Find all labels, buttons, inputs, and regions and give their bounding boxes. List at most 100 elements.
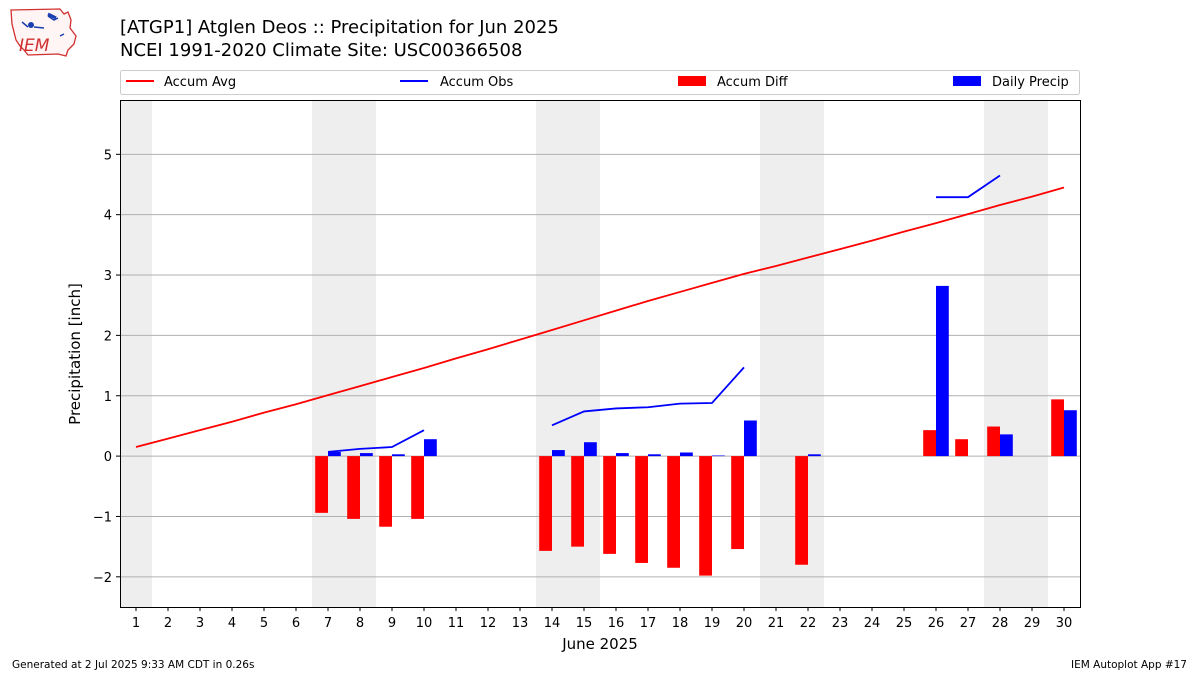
y-tick-label: 3 [104,269,112,284]
y-axis-label: Precipitation [inch] [66,283,84,425]
accum-diff-bar [603,456,616,554]
y-gridlines [120,153,1080,578]
daily-precip-bar [744,420,757,457]
weekend-band [312,100,344,607]
x-tick-label: 7 [324,616,332,631]
x-axis-label: June 2025 [561,635,638,653]
bars [315,285,1077,576]
app-label: IEM Autoplot App #17 [1071,659,1187,671]
iem-logo: IEM [8,6,80,62]
legend-accum-avg-label: Accum Avg [164,75,236,90]
x-tick-label: 26 [928,616,945,631]
y-tick-label: −1 [93,510,112,525]
y-tick-label: 5 [104,148,112,163]
x-tick-label: 21 [768,616,785,631]
accum-diff-bar [667,456,680,568]
svg-text:IEM: IEM [19,36,50,56]
daily-precip-bar [552,450,565,457]
chart-title: [ATGP1] Atglen Deos :: Precipitation for… [120,17,559,38]
daily-precip-bar [392,454,405,457]
accum-diff-bar [539,456,552,551]
legend-box [120,70,1080,95]
daily-precip-bar [616,453,629,457]
legend-daily-precip-swatch [953,76,981,86]
daily-precip-bar [808,454,821,457]
legend-daily-precip-label: Daily Precip [992,75,1069,90]
accum-avg-line [135,186,1065,448]
daily-precip-bar [936,285,949,457]
daily-precip-bar [1000,434,1013,457]
accum-diff-bar [987,426,1000,457]
x-tick-label: 17 [640,616,657,631]
chart-subtitle: NCEI 1991-2020 Climate Site: USC00366508 [120,40,523,61]
weekend-band [984,100,1016,607]
x-tick-label: 20 [736,616,753,631]
x-tick-label: 9 [388,616,396,631]
accum-obs-line [327,429,425,453]
generated-timestamp: Generated at 2 Jul 2025 9:33 AM CDT in 0… [12,659,255,671]
x-axis: 1 2 3 4 5 6 7 8 9 10 11 12 13 14 15 16 17 18 19 20 21 22 23 24 2… [132,607,1072,631]
daily-precip-bar [360,453,373,457]
daily-precip-bar [648,454,661,457]
accum-diff-bar [955,439,968,457]
legend-accum-diff-swatch [678,76,706,86]
daily-precip-bar [328,451,341,457]
weekend-band [760,100,792,607]
x-tick-label: 16 [608,616,625,631]
accum-diff-bar [379,456,392,527]
x-tick-label: 18 [672,616,689,631]
y-tick-label: 4 [104,209,112,224]
accum-diff-bar [923,430,936,457]
accum-diff-bar [635,456,648,563]
daily-precip-bar [424,439,437,457]
x-tick-label: 11 [448,616,465,631]
x-tick-label: 3 [196,616,204,631]
y-tick-label: 1 [104,390,112,405]
weekend-band [344,100,376,607]
daily-precip-bar [1064,410,1077,457]
accum-diff-bar [699,456,712,576]
x-tick-label: 14 [544,616,561,631]
legend: Accum Avg Accum Obs Accum Diff Daily Pre… [120,70,1080,95]
x-tick-label: 15 [576,616,593,631]
x-tick-label: 27 [960,616,977,631]
x-tick-label: 5 [260,616,268,631]
x-tick-label: 1 [132,616,140,631]
x-tick-label: 22 [800,616,817,631]
legend-accum-diff-label: Accum Diff [717,75,789,90]
y-axis: −2 −1 0 1 2 3 4 5 [93,148,120,586]
x-tick-label: 13 [512,616,529,631]
plot-frame [120,100,1081,608]
x-tick-label: 30 [1056,616,1073,631]
daily-precip-bar [712,455,725,457]
x-tick-label: 29 [1024,616,1041,631]
accum-diff-bar [571,456,584,547]
x-tick-label: 25 [896,616,913,631]
x-tick-label: 19 [704,616,721,631]
y-tick-label: 2 [104,329,112,344]
x-tick-label: 8 [356,616,364,631]
daily-precip-bar [584,442,597,457]
x-tick-label: 4 [228,616,236,631]
weekend-band [1016,100,1048,607]
x-tick-label: 24 [864,616,881,631]
x-tick-label: 23 [832,616,849,631]
accum-diff-bar [1051,399,1064,457]
lines [135,174,1065,453]
accum-diff-bar [731,456,744,550]
legend-accum-obs-label: Accum Obs [440,75,513,90]
accum-diff-bar [315,456,328,513]
x-tick-label: 28 [992,616,1009,631]
x-tick-label: 12 [480,616,497,631]
x-tick-label: 2 [164,616,172,631]
accum-obs-line [936,174,1001,199]
weekend-band [120,100,152,607]
y-tick-label: −2 [93,571,112,586]
accum-diff-bar [795,456,808,565]
x-tick-label: 6 [292,616,300,631]
accum-obs-line [551,366,745,427]
x-tick-label: 10 [416,616,433,631]
accum-diff-bar [411,456,424,519]
y-tick-label: 0 [104,450,112,465]
